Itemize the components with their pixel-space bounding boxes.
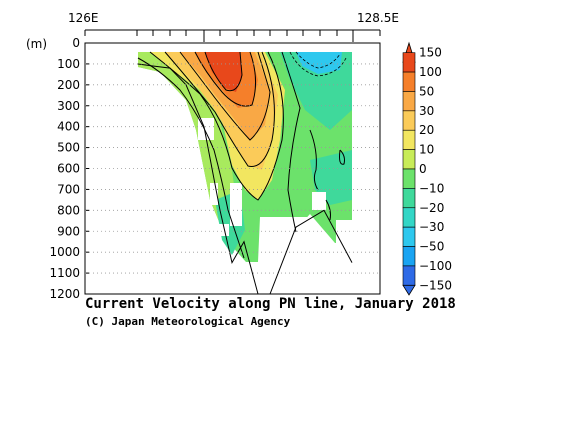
field-band-red-core	[205, 52, 242, 92]
y-tick-label: 800	[57, 203, 80, 217]
mask-5	[260, 217, 310, 267]
colorbar-swatch	[402, 246, 416, 267]
colorbar-swatch	[402, 91, 416, 112]
top-axis: 126E 128.5E	[68, 11, 399, 42]
y-tick-label: 1200	[49, 287, 80, 301]
colorbar-label: 20	[419, 123, 434, 137]
top-ticks	[84, 30, 381, 42]
chart-title: Current Velocity along PN line, January …	[85, 296, 456, 312]
mask-2	[210, 183, 218, 205]
colorbar-swatch	[402, 149, 416, 170]
colorbar-label: 0	[419, 162, 427, 176]
colorbar-bottom-arrow	[402, 284, 416, 296]
colorbar-label: 150	[419, 46, 442, 60]
colorbar-swatch	[402, 168, 416, 189]
colorbar-label: −50	[419, 240, 444, 254]
field-band-cyan-core	[296, 52, 342, 74]
colorbar-label: 30	[419, 104, 434, 118]
colorbar-label: −100	[419, 259, 452, 273]
colorbar-swatch	[402, 110, 416, 131]
colorbar-swatch	[402, 129, 416, 150]
bottom-topography-line	[136, 63, 353, 295]
y-axis-label: (m)	[26, 37, 47, 51]
colorbar-label: −10	[419, 181, 444, 195]
mask-7	[336, 220, 352, 245]
dashed-contours	[289, 51, 347, 77]
contour-lines	[137, 51, 345, 259]
y-tick-label: 600	[57, 162, 80, 176]
mask-4	[215, 224, 229, 236]
y-tick-label: 200	[57, 78, 80, 92]
colorbar-label: 100	[419, 65, 442, 79]
y-tick-label: 900	[57, 224, 80, 238]
colorbar-label: 10	[419, 143, 434, 157]
credit-text: (C) Japan Meteorological Agency	[85, 315, 291, 328]
y-tick-label: 700	[57, 182, 80, 196]
colorbar-swatch	[402, 226, 416, 247]
x-tick-label-right: 128.5E	[357, 11, 399, 25]
y-tick-label: 1000	[49, 245, 80, 259]
mask-3	[230, 183, 242, 226]
colorbar-label: −20	[419, 201, 444, 215]
y-tick-label: 500	[57, 141, 80, 155]
y-axis: 0 100 200 300 400 500 600 700 800 900 1000 1100 1200	[49, 36, 89, 301]
x-tick-label-left: 126E	[68, 11, 99, 25]
y-tick-label: 1100	[49, 266, 80, 280]
y-tick-label: 100	[57, 57, 80, 71]
y-tick-label: 0	[72, 36, 80, 50]
colorbar-label: −30	[419, 220, 444, 234]
colorbar-swatch	[402, 207, 416, 228]
colorbar-label: 50	[419, 84, 434, 98]
colorbar-swatch	[402, 71, 416, 92]
y-tick-label: 300	[57, 99, 80, 113]
colorbar-swatch	[402, 265, 416, 286]
colorbar-label: −150	[419, 278, 452, 292]
velocity-field	[137, 51, 352, 267]
y-tick-label: 400	[57, 120, 80, 134]
colorbar-swatch	[402, 188, 416, 209]
mask-6	[312, 192, 326, 210]
colorbar-swatch	[402, 52, 416, 73]
field-band-light-cyan	[280, 52, 352, 130]
